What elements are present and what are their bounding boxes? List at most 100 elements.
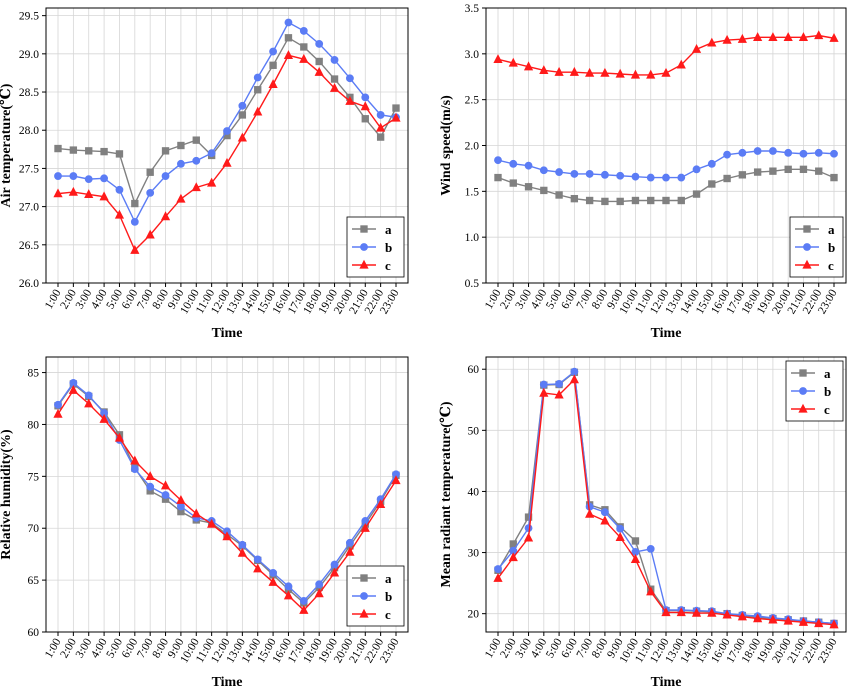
legend-label-c: c bbox=[385, 607, 391, 622]
data-point-b bbox=[570, 367, 579, 376]
data-point-c bbox=[314, 66, 324, 76]
data-point-c bbox=[646, 586, 656, 596]
legend-marker-b bbox=[799, 387, 807, 395]
data-point-a bbox=[376, 133, 385, 141]
data-point-c bbox=[130, 244, 140, 254]
data-point-a bbox=[815, 167, 823, 175]
data-point-b bbox=[269, 47, 278, 56]
data-point-c bbox=[783, 615, 793, 625]
data-point-a bbox=[723, 174, 731, 183]
data-point-a bbox=[161, 147, 170, 155]
data-point-c bbox=[523, 61, 534, 71]
data-point-c bbox=[222, 157, 232, 167]
data-point-c bbox=[84, 398, 94, 408]
data-point-b bbox=[269, 568, 278, 577]
data-point-c bbox=[722, 609, 732, 619]
data-point-c bbox=[130, 455, 140, 465]
data-point-b bbox=[376, 111, 385, 119]
data-point-b bbox=[284, 582, 293, 591]
data-point-c bbox=[160, 480, 171, 490]
legend-marker-a bbox=[799, 369, 807, 377]
data-point-a bbox=[509, 540, 517, 548]
data-point-b bbox=[345, 538, 354, 547]
y-tick-label: 27.5 bbox=[19, 163, 39, 175]
data-point-a bbox=[662, 196, 670, 205]
y-tick-label: 40 bbox=[468, 486, 480, 498]
x-axis-title: Time bbox=[651, 326, 682, 341]
data-point-c bbox=[814, 618, 824, 628]
data-point-c bbox=[539, 387, 549, 397]
data-point-b bbox=[315, 39, 324, 48]
data-point-b bbox=[253, 555, 262, 564]
x-axis-title: Time bbox=[212, 326, 243, 341]
data-point-c bbox=[646, 69, 656, 79]
data-point-c bbox=[237, 132, 247, 142]
data-point-c bbox=[329, 567, 340, 577]
data-point-c bbox=[268, 79, 278, 89]
legend-marker-c bbox=[359, 608, 369, 618]
data-point-b bbox=[570, 170, 579, 178]
y-tick-label: 70 bbox=[28, 523, 40, 535]
data-point-c bbox=[615, 68, 625, 78]
legend-marker-b bbox=[360, 592, 368, 600]
data-point-c bbox=[661, 67, 671, 77]
data-point-c bbox=[737, 611, 747, 621]
data-point-b bbox=[238, 101, 247, 110]
data-point-a bbox=[392, 104, 400, 112]
data-point-b bbox=[69, 379, 78, 387]
data-point-c bbox=[345, 546, 355, 556]
data-point-c bbox=[523, 532, 534, 542]
data-point-b bbox=[539, 380, 548, 389]
data-point-b bbox=[361, 93, 370, 102]
legend-label-a: a bbox=[385, 571, 392, 586]
data-point-c bbox=[569, 374, 579, 384]
data-point-b bbox=[631, 172, 640, 181]
data-point-c bbox=[722, 34, 732, 44]
y-tick-label: 60 bbox=[28, 627, 40, 639]
legend-marker-b bbox=[803, 243, 811, 251]
y-tick-label: 29.5 bbox=[19, 11, 39, 23]
y-tick-label: 75 bbox=[28, 471, 40, 483]
data-point-b bbox=[677, 173, 686, 182]
data-point-c bbox=[253, 563, 263, 573]
legend: abc bbox=[785, 360, 844, 422]
data-point-a bbox=[269, 61, 277, 69]
data-point-b bbox=[176, 502, 185, 511]
data-point-c bbox=[600, 515, 610, 525]
data-point-a bbox=[315, 57, 323, 66]
data-point-b bbox=[330, 560, 339, 569]
data-point-a bbox=[494, 173, 502, 182]
data-point-c bbox=[176, 494, 186, 504]
data-point-a bbox=[601, 197, 609, 206]
data-point-a bbox=[177, 507, 185, 516]
data-point-a bbox=[254, 86, 262, 94]
data-point-c bbox=[691, 607, 702, 617]
data-point-b bbox=[646, 544, 655, 553]
y-tick-label: 50 bbox=[468, 425, 480, 437]
data-point-a bbox=[300, 43, 308, 51]
data-point-c bbox=[376, 499, 386, 509]
legend-label-c: c bbox=[385, 258, 391, 273]
data-point-b bbox=[330, 56, 339, 64]
data-point-b bbox=[707, 159, 716, 168]
legend-marker-c bbox=[359, 259, 369, 269]
data-point-b bbox=[600, 170, 609, 179]
data-point-b bbox=[84, 391, 93, 400]
data-point-b bbox=[723, 150, 732, 159]
data-point-b bbox=[555, 379, 564, 388]
data-point-c bbox=[493, 572, 503, 582]
data-point-c bbox=[707, 37, 717, 47]
data-point-c bbox=[753, 32, 763, 42]
data-point-b bbox=[600, 508, 609, 517]
data-point-a bbox=[769, 167, 777, 175]
data-point-c bbox=[283, 50, 294, 60]
legend-label-b: b bbox=[828, 240, 835, 255]
chart-panel-4: 20304050601:002:003:004:005:006:007:008:… bbox=[439, 356, 847, 686]
data-point-a bbox=[631, 196, 640, 205]
data-point-b bbox=[315, 580, 324, 589]
data-point-a bbox=[555, 191, 563, 199]
data-point-a bbox=[524, 183, 533, 191]
data-point-b bbox=[345, 74, 354, 83]
data-point-a bbox=[223, 131, 231, 140]
data-point-a bbox=[677, 196, 685, 205]
